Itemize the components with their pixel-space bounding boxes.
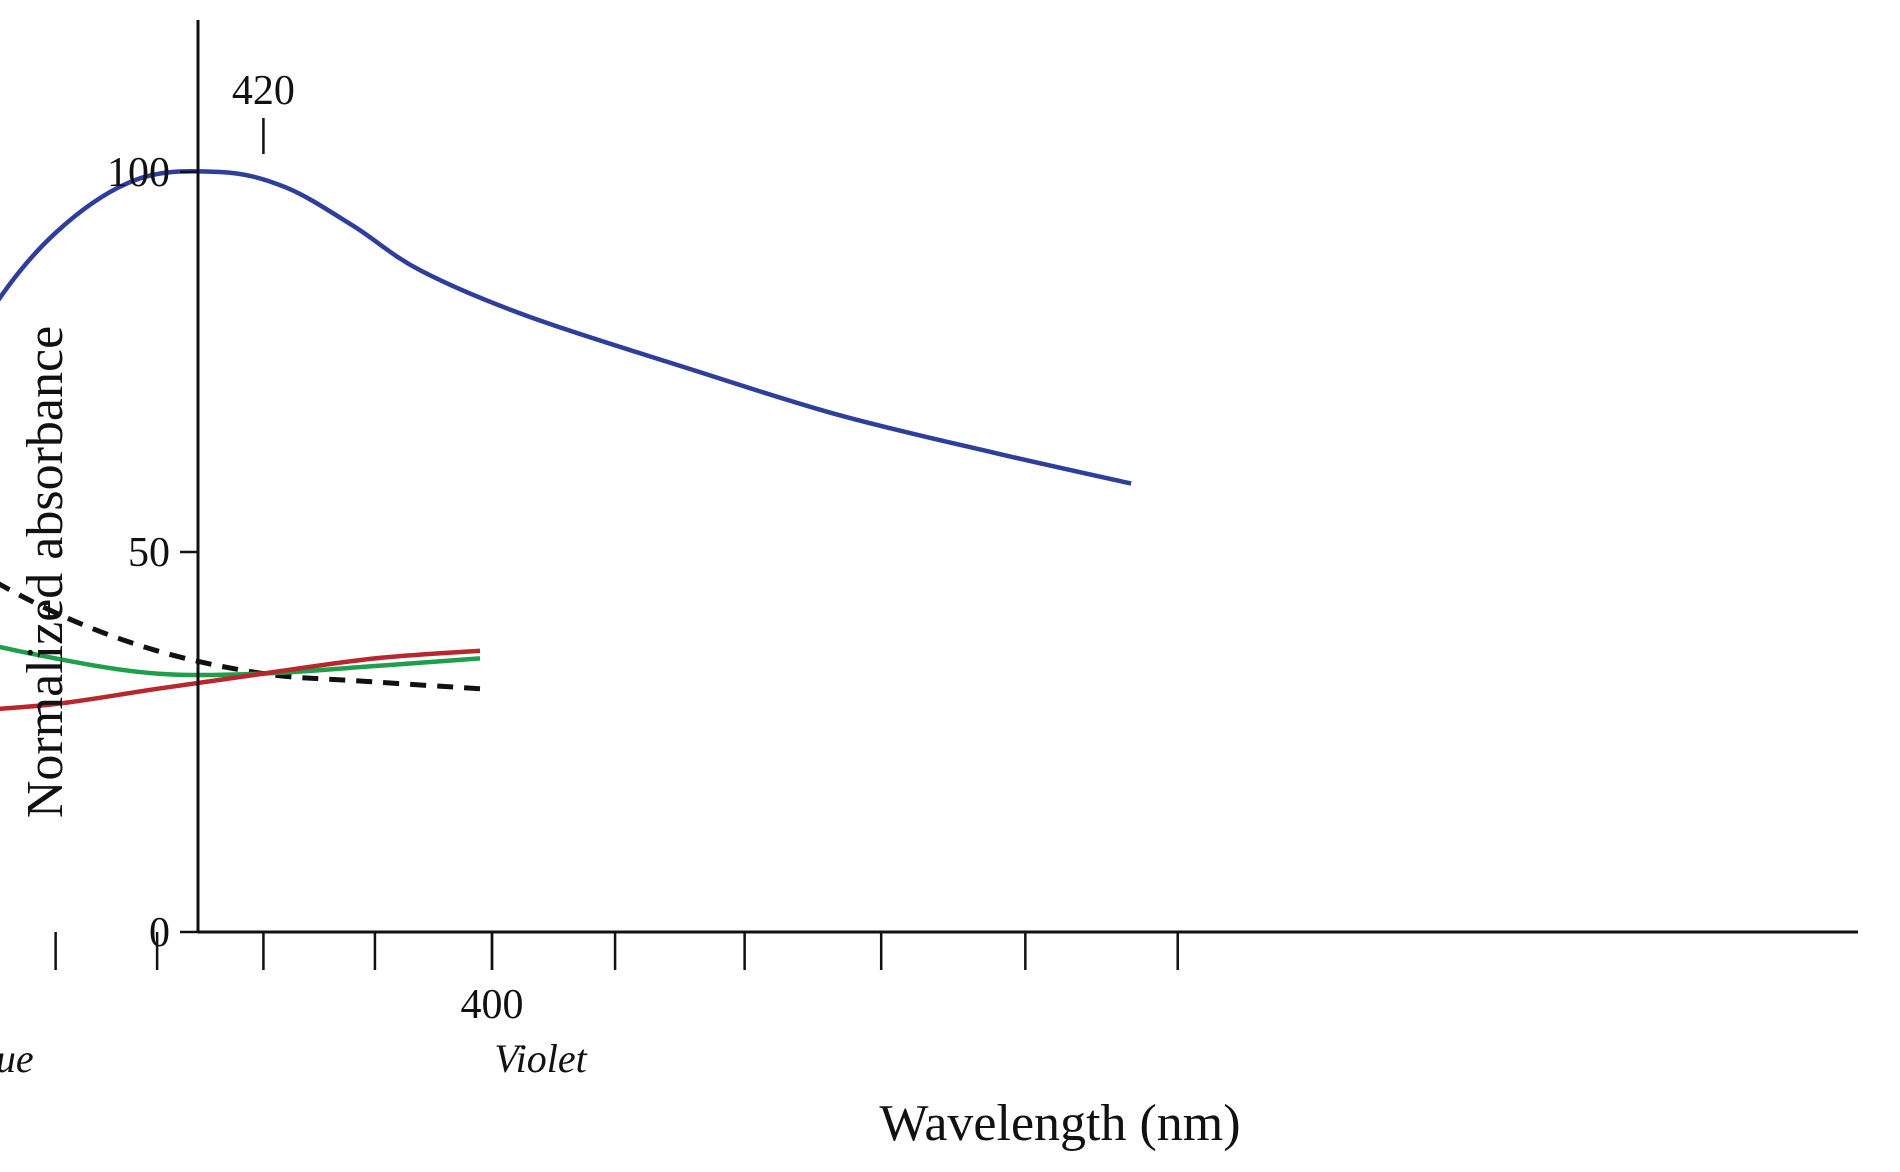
y-tick-label-50: 50 [128,530,170,576]
y-tick-label-100: 100 [107,150,170,196]
axes-layer [196,20,1858,934]
labels-layer: 050100400500600700VioletBlueCyanGreenYel… [0,68,588,1081]
series-layer [0,168,1132,711]
color-label-blue: Blue [0,1036,34,1081]
y-tick-label-0: 0 [149,910,170,956]
ticks-layer [54,118,1179,970]
x-tick-label-400: 400 [461,982,524,1028]
y-axis-title: Normalized absorbance [17,326,74,818]
peak-label-420: 420 [232,68,295,114]
series-l-line [0,648,481,711]
series-s-line [0,168,1132,486]
series-m-line [0,644,481,678]
color-label-violet: Violet [494,1036,587,1081]
x-axis-title: Wavelength (nm) [879,1095,1240,1152]
